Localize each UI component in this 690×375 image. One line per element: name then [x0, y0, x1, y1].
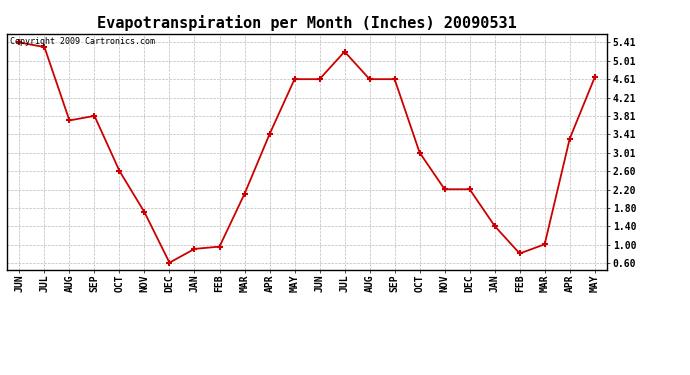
- Title: Evapotranspiration per Month (Inches) 20090531: Evapotranspiration per Month (Inches) 20…: [97, 15, 517, 31]
- Text: Copyright 2009 Cartronics.com: Copyright 2009 Cartronics.com: [10, 37, 155, 46]
